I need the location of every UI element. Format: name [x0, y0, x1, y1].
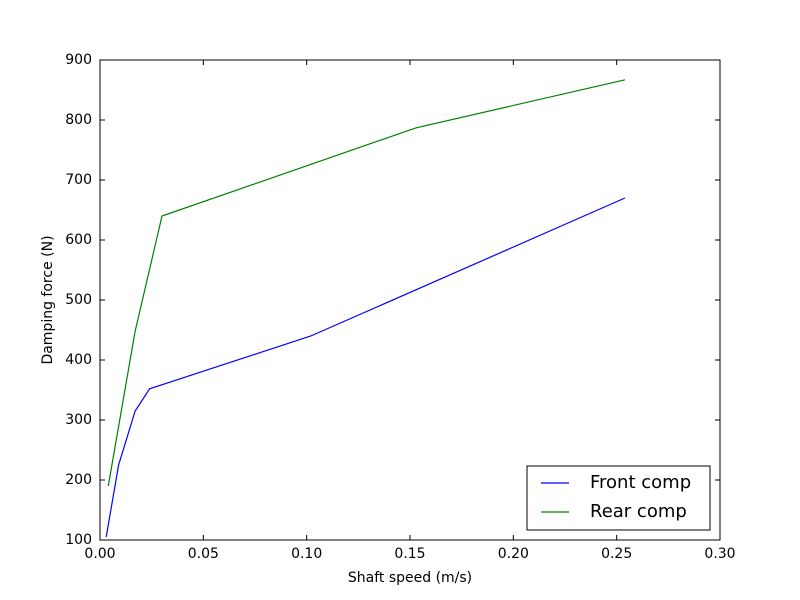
x-tick-label: 0.25: [601, 546, 632, 562]
y-axis-label: Damping force (N): [40, 235, 56, 364]
y-tick-label: 600: [65, 232, 92, 248]
plot-frame: [99, 59, 721, 541]
x-axis-label: Shaft speed (m/s): [348, 570, 472, 586]
y-tick-label: 200: [65, 472, 92, 488]
y-tick-label: 800: [65, 112, 92, 128]
y-tick-label: 500: [65, 292, 92, 308]
legend-label: Rear comp: [590, 501, 687, 522]
data-line: [107, 79, 626, 487]
y-tick-label: 900: [65, 52, 92, 68]
data-line: [105, 197, 626, 538]
x-tick-label: 0.05: [188, 546, 219, 562]
x-tick-label: 0.20: [498, 546, 529, 562]
x-tick-label: 0.00: [84, 546, 115, 562]
x-tick-label: 0.10: [291, 546, 322, 562]
x-tick-label: 0.15: [394, 546, 425, 562]
y-tick-label: 300: [65, 412, 92, 428]
legend-label: Front comp: [590, 472, 691, 493]
legend-box: [526, 465, 711, 531]
y-tick-label: 700: [65, 172, 92, 188]
y-tick-label: 400: [65, 352, 92, 368]
y-tick-label: 100: [65, 532, 92, 548]
x-tick-label: 0.30: [704, 546, 735, 562]
